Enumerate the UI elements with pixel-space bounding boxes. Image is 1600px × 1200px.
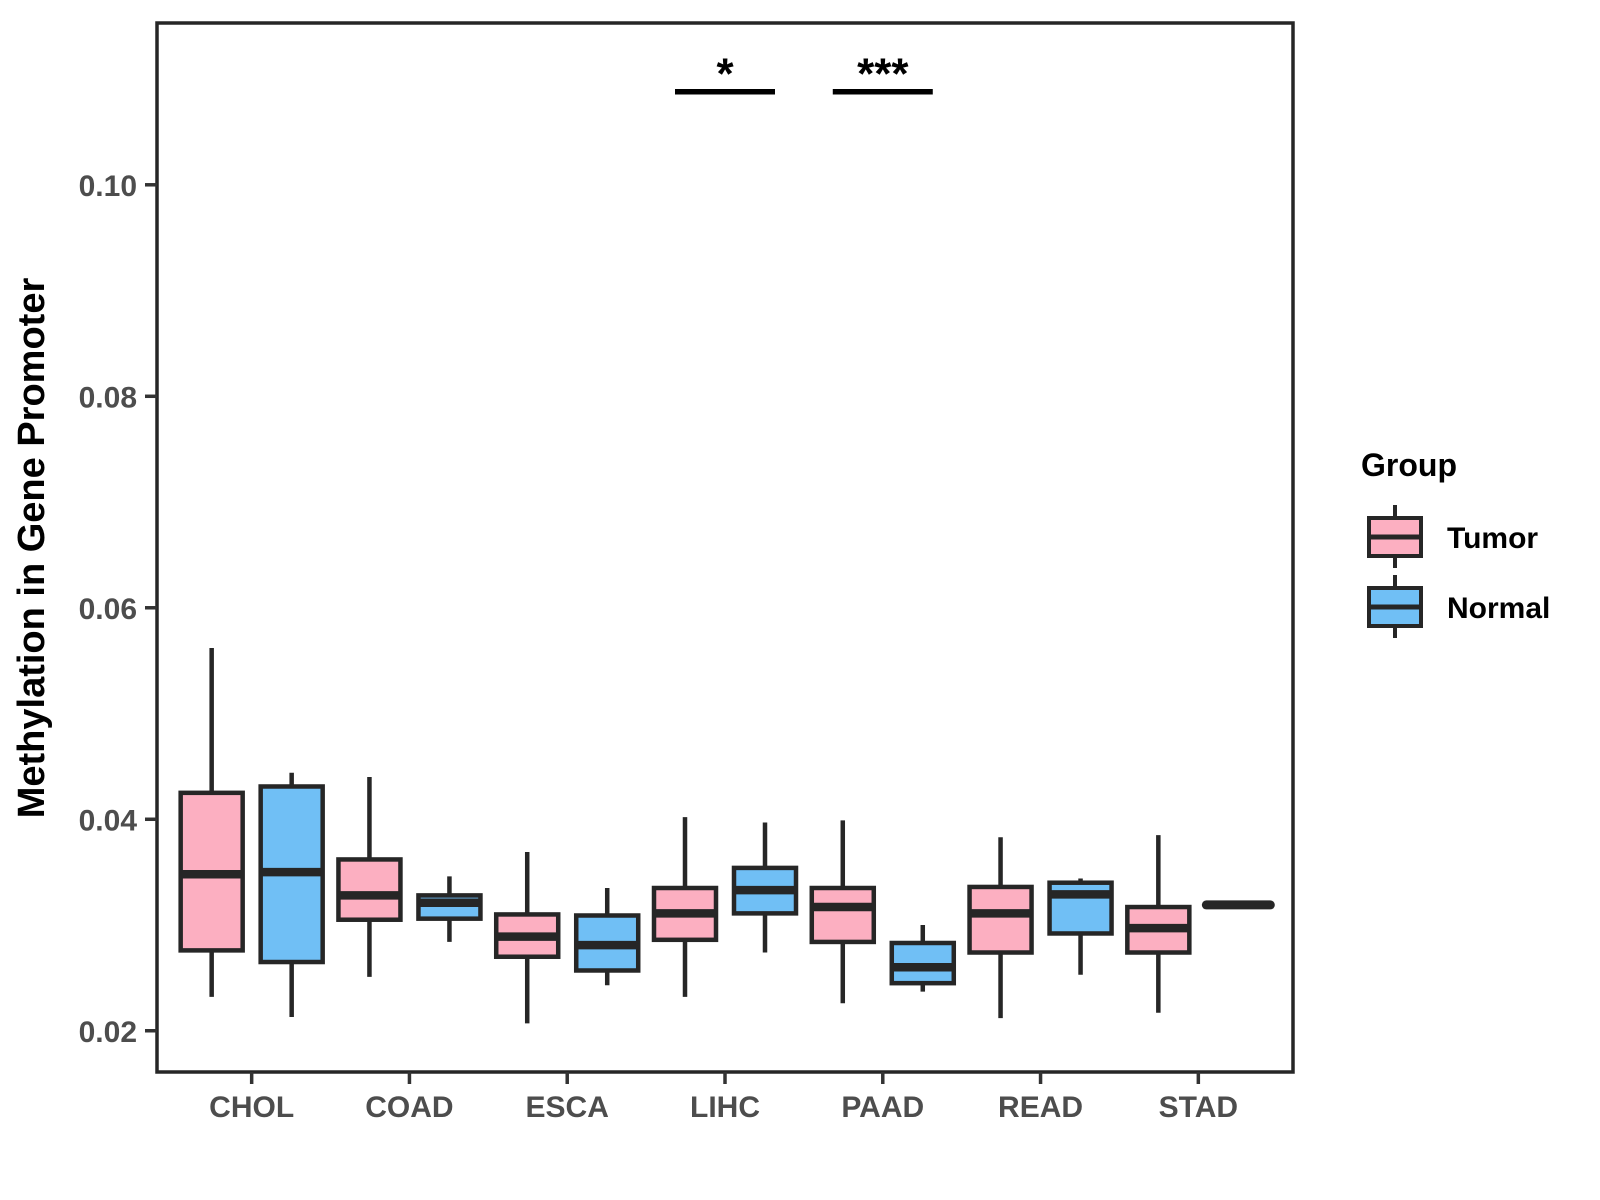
x-tick-label-COAD: COAD — [365, 1091, 453, 1124]
plot-panel-border — [155, 21, 1295, 1074]
y-tick-label-0.04: 0.04 — [79, 804, 138, 837]
box-CHOL-Normal — [258, 772, 325, 1018]
y-tick-label-0.06: 0.06 — [79, 593, 137, 626]
y-axis-title: Methylation in Gene Promoter — [11, 278, 53, 819]
legend-label-tumor: Tumor — [1447, 522, 1538, 555]
legend-title: Group — [1361, 447, 1457, 483]
sig-label-PAAD: *** — [857, 50, 909, 99]
box-LIHC-Normal — [731, 822, 799, 953]
y-axis: 0.02 0.04 0.06 0.08 0.10 — [79, 170, 157, 1049]
sig-label-LIHC: * — [716, 50, 734, 99]
x-tick-label-CHOL: CHOL — [209, 1091, 294, 1124]
legend-label-normal: Normal — [1447, 592, 1550, 625]
y-tick-label-0.02: 0.02 — [79, 1016, 137, 1049]
box-LIHC-Tumor — [651, 817, 719, 997]
box-STAD-Tumor — [1125, 835, 1192, 1013]
x-tick-label-ESCA: ESCA — [526, 1091, 609, 1124]
box-ESCA-Tumor — [493, 852, 561, 1024]
significance-annotations: * *** — [675, 50, 933, 99]
box-COAD-Normal — [416, 876, 483, 942]
legend-entry-tumor: Tumor — [1367, 505, 1538, 568]
iqr-box-PAAD-Tumor — [809, 885, 877, 945]
y-tick-label-0.08: 0.08 — [79, 381, 137, 414]
box-COAD-Tumor — [336, 776, 403, 977]
x-tick-label-STAD: STAD — [1159, 1091, 1238, 1124]
x-tick-label-READ: READ — [998, 1091, 1083, 1124]
iqr-box-COAD-Tumor — [336, 857, 403, 922]
box-PAAD-Normal — [889, 925, 957, 992]
x-tick-label-LIHC: LIHC — [690, 1091, 760, 1124]
box-ESCA-Normal — [573, 888, 641, 986]
y-tick-label-0.10: 0.10 — [79, 170, 137, 203]
boxplots — [178, 647, 1275, 1024]
box-PAAD-Tumor — [809, 820, 877, 1004]
x-tick-label-PAAD: PAAD — [841, 1091, 924, 1124]
legend: Group Tumor Normal — [1361, 447, 1550, 638]
iqr-box-READ-Tumor — [967, 884, 1034, 955]
legend-entry-normal: Normal — [1367, 575, 1550, 638]
box-READ-Normal — [1047, 878, 1114, 975]
box-CHOL-Tumor — [178, 647, 245, 997]
x-axis: CHOL COAD ESCA LIHC PAAD READ STAD — [209, 1072, 1238, 1124]
box-READ-Tumor — [967, 837, 1034, 1019]
